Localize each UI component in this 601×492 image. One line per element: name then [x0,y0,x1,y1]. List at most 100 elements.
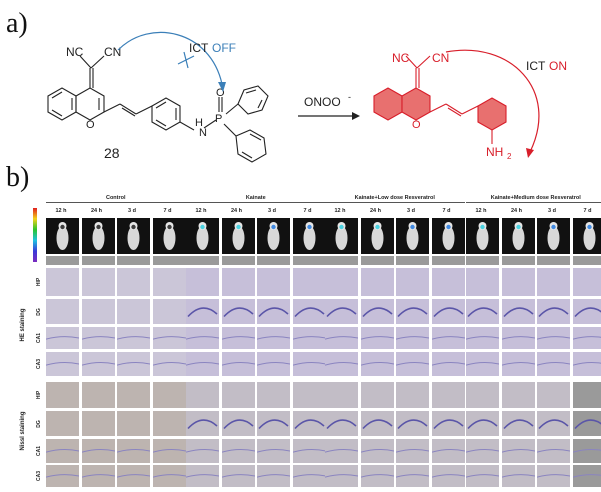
dentate-gyrus-stain [502,411,535,436]
timepoint-label: 12 h [325,208,355,214]
mouse-image-cell [502,218,535,254]
thumbnail-strip [396,256,429,265]
tissue-section [325,439,358,463]
ca-layer-stain [361,352,394,376]
ict-off-prefix: ICT [189,41,209,55]
tissue-section [257,268,290,296]
ca-layer-stain [466,327,499,349]
ca-layer-stain [257,327,290,349]
tissue-section [537,268,570,296]
group-title: Kainate [186,195,326,201]
tissue-section [82,382,115,408]
ca-layer-stain [502,439,535,463]
ca-layer-stain [573,327,601,349]
mouse-silhouette [502,218,535,254]
mouse-silhouette [186,218,219,254]
tissue-section [186,411,219,436]
tissue-section [432,299,465,324]
tissue-section [117,327,150,349]
dentate-gyrus-stain [293,299,326,324]
dentate-gyrus-stain [325,411,358,436]
row-label: HIP [36,271,42,293]
tissue-section [186,299,219,324]
tissue-section [186,352,219,376]
tissue-section [325,327,358,349]
tissue-section [257,382,290,408]
ca-layer-stain [222,327,255,349]
tissue-section [186,268,219,296]
mouse-image-cell [361,218,394,254]
tissue-section [153,299,186,324]
tissue-section [153,411,186,436]
tissue-section [537,382,570,408]
mouse-image-cell [325,218,358,254]
thumbnail-strip [222,256,255,265]
tissue-section [432,439,465,463]
ca-layer-stain [117,352,150,376]
tissue-section [293,268,326,296]
tissue-section [46,327,79,349]
tissue-section [502,439,535,463]
ca-layer-stain [257,439,290,463]
reagent-charge: - [348,92,351,102]
ca-layer-stain [293,439,326,463]
mouse-silhouette [325,218,358,254]
tissue-section [257,411,290,436]
ca-layer-stain [361,439,394,463]
timepoint-label: 12 h [46,208,76,214]
ca-layer-stain [361,327,394,349]
tissue-section [222,268,255,296]
dentate-gyrus-stain [293,411,326,436]
tissue-section [293,411,326,436]
mouse-silhouette [466,218,499,254]
ca-layer-stain [46,327,79,349]
tissue-section [153,439,186,463]
thumbnail-strip [186,256,219,265]
tissue-section [46,299,79,324]
row-label: DG [36,301,42,323]
timepoint-label: 7 d [153,208,183,214]
tissue-section [222,439,255,463]
ca-layer-stain [222,352,255,376]
thumbnail-strip [361,256,394,265]
tissue-section [537,439,570,463]
timepoint-label: 12 h [466,208,496,214]
tissue-section [82,327,115,349]
mouse-silhouette [432,218,465,254]
thumbnail-strip [46,256,79,265]
dentate-gyrus-stain [222,411,255,436]
ca-layer-stain [117,439,150,463]
tissue-section [153,382,186,408]
thumbnail-strip [293,256,326,265]
tissue-section [573,382,601,408]
tissue-section [396,382,429,408]
mouse-silhouette [82,218,115,254]
stain-label-he: HE staining [20,290,26,360]
tissue-section [537,299,570,324]
tissue-section [432,327,465,349]
ca-layer-stain [466,439,499,463]
thumbnail-strip [82,256,115,265]
thumbnail-strip [432,256,465,265]
ca-layer-stain [502,352,535,376]
row-label: CA1 [36,327,42,349]
tissue-section [396,352,429,376]
group-title: Control [46,195,186,201]
reactant-n: N [199,127,207,139]
tissue-section [222,382,255,408]
group-title: Kainate+Low dose Resveratrol [325,195,465,201]
ca-layer-stain [537,352,570,376]
dentate-gyrus-stain [222,299,255,324]
ca-layer-stain [537,327,570,349]
tissue-section [186,439,219,463]
row-label: CA3 [36,353,42,375]
tissue-section [257,439,290,463]
panel-b-label: b) [6,162,29,194]
tissue-section [222,411,255,436]
tissue-section [325,382,358,408]
mouse-image-cell [432,218,465,254]
timepoint-label: 3 d [117,208,147,214]
row-label: HIP [36,384,42,406]
mouse-image-cell [153,218,186,254]
ict-on-arrowhead [526,148,534,158]
